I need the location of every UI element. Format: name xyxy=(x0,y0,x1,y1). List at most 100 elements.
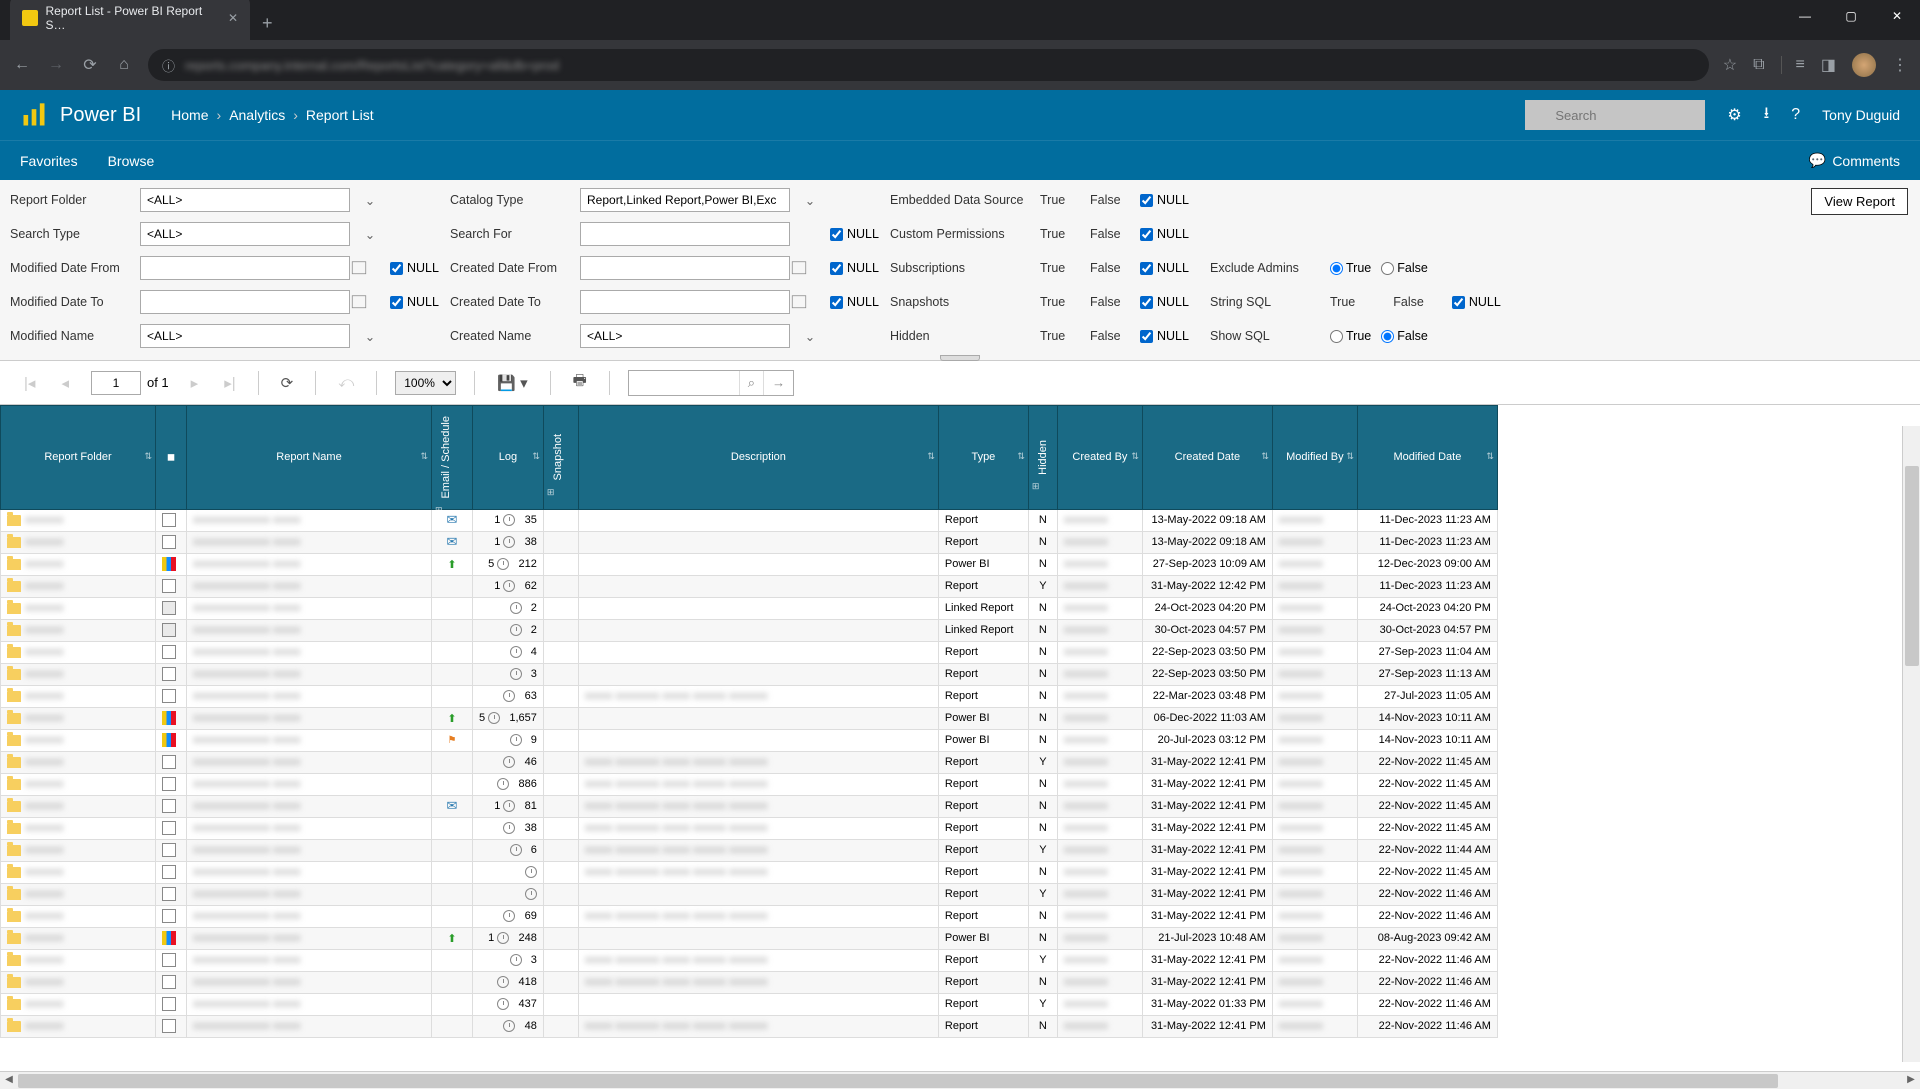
first-page-button[interactable]: |◂ xyxy=(20,370,39,396)
table-row[interactable]: xxxxxxxxxxxxxxxxxxxxx xxxxx⚑ 9Power BINx… xyxy=(1,729,1498,751)
print-button[interactable]: 🖶 xyxy=(569,366,591,399)
prev-page-button[interactable]: ◂ xyxy=(57,370,73,396)
view-report-button[interactable]: View Report xyxy=(1811,188,1908,215)
table-row[interactable]: xxxxxxxxxxxxxxxxxxxxx xxxxx 3ReportNxxxx… xyxy=(1,663,1498,685)
table-row[interactable]: xxxxxxxxxxxxxxxxxxxxx xxxxx⬆5 212Power B… xyxy=(1,553,1498,575)
col-header[interactable]: ◼ xyxy=(156,406,187,510)
scroll-right-icon[interactable]: ▶ xyxy=(1902,1072,1920,1090)
side-panel-icon[interactable]: ◨ xyxy=(1821,55,1836,75)
table-row[interactable]: xxxxxxxxxxxxxxxxxxxxx xxxxx 3xxxxx xxxxx… xyxy=(1,949,1498,971)
table-row[interactable]: xxxxxxxxxxxxxxxxxxxxx xxxxx1 62ReportYxx… xyxy=(1,575,1498,597)
table-row[interactable]: xxxxxxxxxxxxxxxxxxxxx xxxxx 886xxxxx xxx… xyxy=(1,773,1498,795)
table-row[interactable]: xxxxxxxxxxxxxxxxxxxxx xxxxx✉1 35ReportNx… xyxy=(1,509,1498,531)
param-input[interactable] xyxy=(140,290,350,314)
user-name[interactable]: Tony Duguid xyxy=(1822,107,1900,123)
param-input[interactable] xyxy=(580,222,790,246)
dropdown-caret-icon[interactable]: ⌄ xyxy=(350,329,390,344)
null-checkbox[interactable] xyxy=(830,296,843,309)
col-header[interactable]: Modified Date⇅ xyxy=(1357,406,1497,510)
calendar-icon[interactable] xyxy=(790,258,830,279)
col-header[interactable]: Created Date⇅ xyxy=(1142,406,1272,510)
col-header[interactable]: Type⇅ xyxy=(938,406,1028,510)
help-icon[interactable]: ? xyxy=(1791,106,1800,124)
download-icon[interactable]: ⭳ xyxy=(1764,102,1770,129)
table-row[interactable]: xxxxxxxxxxxxxxxxxxxxx xxxxx 2Linked Repo… xyxy=(1,619,1498,641)
reload-icon[interactable]: ⟳ xyxy=(80,55,100,75)
col-header[interactable]: Description⇅ xyxy=(578,406,938,510)
nav-browse[interactable]: Browse xyxy=(108,153,155,169)
back-icon[interactable]: ← xyxy=(12,56,32,74)
col-header[interactable]: Report Name⇅ xyxy=(187,406,432,510)
col-header[interactable]: Hidden⊞ xyxy=(1028,406,1057,510)
table-row[interactable]: xxxxxxxxxxxxxxxxxxxxx xxxxx 46xxxxx xxxx… xyxy=(1,751,1498,773)
header-search-input[interactable] xyxy=(1525,100,1705,130)
calendar-icon[interactable] xyxy=(350,292,390,313)
dropdown-caret-icon[interactable]: ⌄ xyxy=(790,193,830,208)
table-row[interactable]: xxxxxxxxxxxxxxxxxxxxx xxxxx 2Linked Repo… xyxy=(1,597,1498,619)
calendar-icon[interactable] xyxy=(350,258,390,279)
address-bar[interactable]: ⓘ reports.company.internal.com/ReportsLi… xyxy=(148,49,1709,81)
param-input[interactable] xyxy=(140,222,350,246)
col-header[interactable]: Email / Schedule⊞ xyxy=(432,406,473,510)
col-header[interactable]: Log⇅ xyxy=(473,406,544,510)
close-button[interactable]: ✕ xyxy=(1874,0,1920,32)
table-row[interactable]: xxxxxxxxxxxxxxxxxxxxx xxxxxReportYxxxxxx… xyxy=(1,883,1498,905)
table-row[interactable]: xxxxxxxxxxxxxxxxxxxxx xxxxx 38xxxxx xxxx… xyxy=(1,817,1498,839)
null-checkbox[interactable] xyxy=(1140,228,1153,241)
comments-button[interactable]: 💬 Comments xyxy=(1809,152,1900,169)
dropdown-caret-icon[interactable]: ⌄ xyxy=(350,193,390,208)
panel-collapse-handle[interactable] xyxy=(940,355,980,361)
table-row[interactable]: xxxxxxxxxxxxxxxxxxxxx xxxxx 63xxxxx xxxx… xyxy=(1,685,1498,707)
find-input[interactable] xyxy=(629,371,739,395)
null-checkbox[interactable] xyxy=(1140,330,1153,343)
param-input[interactable] xyxy=(580,188,790,212)
null-checkbox[interactable] xyxy=(1140,194,1153,207)
null-checkbox[interactable] xyxy=(390,262,403,275)
dropdown-caret-icon[interactable]: ⌄ xyxy=(790,329,830,344)
browser-tab[interactable]: Report List - Power BI Report S… ✕ xyxy=(10,0,250,40)
table-row[interactable]: xxxxxxxxxxxxxxxxxxxxx xxxxx 418xxxxx xxx… xyxy=(1,971,1498,993)
maximize-button[interactable]: ▢ xyxy=(1828,0,1874,32)
null-checkbox[interactable] xyxy=(1140,296,1153,309)
export-button[interactable]: 💾 ▾ xyxy=(493,370,531,396)
last-page-button[interactable]: ▸| xyxy=(220,370,239,396)
extensions-icon[interactable]: ⧉ xyxy=(1753,56,1764,74)
nav-favorites[interactable]: Favorites xyxy=(20,153,78,169)
bookmark-icon[interactable]: ☆ xyxy=(1723,55,1737,75)
settings-gear-icon[interactable]: ⚙ xyxy=(1727,105,1741,125)
table-row[interactable]: xxxxxxxxxxxxxxxxxxxxx xxxxx 4ReportNxxxx… xyxy=(1,641,1498,663)
table-row[interactable]: xxxxxxxxxxxxxxxxxxxxx xxxxx✉1 38ReportNx… xyxy=(1,531,1498,553)
powerbi-logo-icon[interactable] xyxy=(20,101,48,129)
table-row[interactable]: xxxxxxxxxxxxxxxxxxxxx xxxxx 6xxxxx xxxxx… xyxy=(1,839,1498,861)
home-icon[interactable]: ⌂ xyxy=(114,56,134,74)
param-input[interactable] xyxy=(140,256,350,280)
col-header[interactable]: Created By⇅ xyxy=(1057,406,1142,510)
param-input[interactable] xyxy=(580,290,790,314)
next-page-button[interactable]: ▸ xyxy=(187,370,203,396)
param-input[interactable] xyxy=(140,188,350,212)
null-checkbox[interactable] xyxy=(390,296,403,309)
param-input[interactable] xyxy=(580,256,790,280)
table-row[interactable]: xxxxxxxxxxxxxxxxxxxxx xxxxx 69xxxxx xxxx… xyxy=(1,905,1498,927)
radio-false[interactable] xyxy=(1381,262,1394,275)
zoom-select[interactable]: 100% xyxy=(395,371,456,395)
null-checkbox[interactable] xyxy=(1140,262,1153,275)
col-header[interactable]: Modified By⇅ xyxy=(1272,406,1357,510)
radio-false[interactable] xyxy=(1381,330,1394,343)
calendar-icon[interactable] xyxy=(790,292,830,313)
null-checkbox[interactable] xyxy=(830,262,843,275)
page-number-input[interactable] xyxy=(91,371,141,395)
scroll-left-icon[interactable]: ◀ xyxy=(0,1072,18,1090)
vertical-scrollbar[interactable] xyxy=(1902,426,1920,1062)
col-header[interactable]: Snapshot⊞ xyxy=(543,406,578,510)
table-row[interactable]: xxxxxxxxxxxxxxxxxxxxx xxxxx 437ReportYxx… xyxy=(1,993,1498,1015)
null-checkbox[interactable] xyxy=(830,228,843,241)
report-area[interactable]: Report Folder⇅◼Report Name⇅Email / Sched… xyxy=(0,405,1920,1071)
horizontal-scrollbar[interactable]: ◀ ▶ xyxy=(0,1071,1920,1089)
param-input[interactable] xyxy=(580,324,790,348)
menu-icon[interactable]: ⋮ xyxy=(1892,55,1908,75)
forward-icon[interactable]: → xyxy=(46,56,66,74)
find-next-icon[interactable]: → xyxy=(763,371,793,395)
new-tab-button[interactable]: + xyxy=(250,13,285,40)
product-title[interactable]: Power BI xyxy=(60,104,141,127)
